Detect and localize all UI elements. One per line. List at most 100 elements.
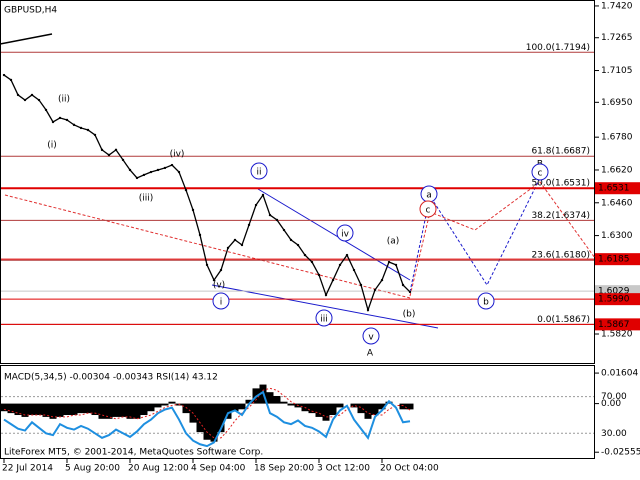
price-point [373,288,377,292]
macd-bar [119,403,127,417]
wave-label: (iv) [170,150,185,160]
macd-bar [63,403,71,416]
macd-bar [147,403,155,412]
macd-bar [280,401,288,404]
price-point [317,273,321,277]
x-tick-label: 20 Aug 12:00 [128,464,189,474]
price-tag-label: 1.5990 [598,295,630,305]
y2-tick-label: 70.00 [601,392,627,402]
price-point [107,153,111,157]
macd-bar [224,403,232,419]
wave-circle [315,309,333,327]
price-point [254,203,258,207]
price-point [219,268,223,272]
price-point [51,120,55,124]
price-point [58,116,62,120]
footer: LiteForex MT5, © 2001-2014, MetaQuotes S… [4,448,263,458]
price-tag [595,253,640,266]
y-tick-label: 1.7265 [601,33,633,43]
price-point [177,170,181,174]
indicator-pane [0,365,595,459]
wave-label: (i) [47,141,57,151]
macd-bar [196,403,204,433]
price-point [191,208,195,212]
macd-bar [357,403,365,414]
price-point [205,263,209,267]
chart-title: GBPUSD,H4 [4,6,57,16]
main-pane [0,0,595,364]
wave-label: (iii) [139,194,154,204]
macd-bar [273,395,281,404]
y-tick-label: 1.7420 [601,1,633,11]
price-point [30,93,34,97]
macd-bar [112,403,120,417]
price-point [380,278,384,282]
wave-circle [419,200,437,218]
fib-label: 23.6(1.6180) [531,251,590,261]
macd-bar [287,403,295,406]
macd-bar [322,403,330,421]
price-point [170,163,174,167]
y-tick-label: -0.02555 [601,448,640,458]
price-point [163,166,167,170]
price-point [212,278,216,282]
price-point [142,173,146,177]
price-point [156,168,160,172]
y-tick-label: 1.6300 [601,231,633,241]
macd-bar [231,403,239,412]
wave-label: iv [341,230,350,240]
price-point [184,188,188,192]
macd-bar [378,403,386,410]
price-point [86,128,90,132]
macd-bar [56,403,64,417]
wave-circle [362,327,380,345]
wave-label: (b) [403,310,416,320]
wave-label: a [426,191,432,201]
macd-bar [168,401,176,404]
price-point [408,290,412,294]
x-tick-label: 5 Aug 20:00 [65,464,120,474]
wave-circle [531,163,549,181]
macd-bar [182,403,190,414]
fib-label: 38.2(1.6374) [531,211,590,221]
macd-bar [406,403,414,410]
x-tick-label: 3 Oct 12:00 [317,464,370,474]
macd-bar [35,403,43,416]
price-point [324,293,328,297]
fib-label: 100.0(1.7194) [526,43,590,53]
macd-bar [91,403,99,416]
price-point [100,148,104,152]
wave-label: v [368,333,374,343]
wave-label: (v) [213,281,225,291]
macd-bar [371,403,379,416]
price-point [2,73,6,77]
trend-line [257,188,411,281]
macd-bar [70,403,78,416]
y-tick-label: 1.6460 [601,198,633,208]
macd-bar [336,403,344,408]
price-point [394,263,398,267]
price-point [198,233,202,237]
macd-bar [154,403,162,408]
macd-bar [98,403,106,419]
price-point [303,253,307,257]
price-point [16,93,20,97]
price-point [338,263,342,267]
wave-label: i [220,298,223,308]
wave-label: iii [320,315,328,325]
macd-bar [126,403,134,419]
macd-bar [14,403,22,416]
price-tag-label: 1.5867 [598,320,630,330]
price-point [366,308,370,312]
y2-tick-label: 30.00 [601,429,627,439]
macd-bar [77,403,85,414]
macd-bar [308,403,316,414]
macd-bar [84,403,92,414]
wave-circle [336,224,354,242]
wave-circle [250,162,268,180]
price-point [79,126,83,130]
wave-label: c [538,169,543,179]
price-tag-label: 1.6531 [598,184,630,194]
price-point [121,158,125,162]
